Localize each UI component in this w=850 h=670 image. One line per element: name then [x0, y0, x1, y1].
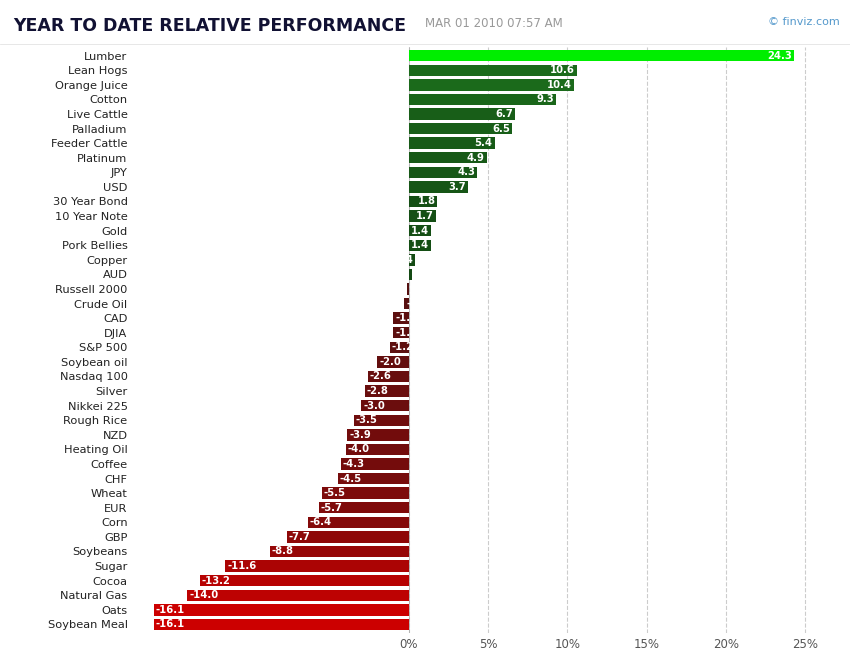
Text: -2.6: -2.6	[370, 371, 392, 381]
Bar	[287, 531, 409, 543]
Bar	[225, 560, 409, 572]
Text: -16.1: -16.1	[156, 619, 185, 629]
Text: YEAR TO DATE RELATIVE PERFORMANCE: YEAR TO DATE RELATIVE PERFORMANCE	[13, 17, 405, 35]
Text: -3.5: -3.5	[355, 415, 377, 425]
Bar	[154, 618, 409, 630]
Bar	[269, 546, 409, 557]
Text: 6.7: 6.7	[496, 109, 513, 119]
Text: -11.6: -11.6	[227, 561, 257, 571]
Bar	[308, 517, 409, 528]
Bar	[409, 109, 515, 120]
Text: 10.4: 10.4	[547, 80, 572, 90]
Text: -2.0: -2.0	[379, 357, 401, 367]
Bar	[409, 79, 574, 90]
Bar	[346, 444, 409, 455]
Bar	[409, 269, 412, 280]
Bar	[354, 415, 409, 426]
Text: -1.2: -1.2	[392, 342, 414, 352]
Bar	[361, 400, 409, 411]
Bar	[409, 50, 794, 62]
Bar	[409, 181, 468, 192]
Bar	[409, 94, 556, 105]
Bar	[390, 342, 409, 353]
Text: 3.7: 3.7	[448, 182, 466, 192]
Text: -16.1: -16.1	[156, 605, 185, 615]
Text: 4.9: 4.9	[467, 153, 484, 163]
Bar	[154, 604, 409, 616]
Bar	[347, 429, 409, 440]
Text: 0.2: 0.2	[393, 269, 411, 279]
Text: -3.0: -3.0	[363, 401, 385, 411]
Text: 5.4: 5.4	[474, 138, 493, 148]
Bar	[409, 123, 512, 134]
Text: -1.0: -1.0	[395, 328, 417, 338]
Text: 1.7: 1.7	[416, 211, 434, 221]
Text: 1.8: 1.8	[417, 196, 435, 206]
Text: -6.4: -6.4	[309, 517, 332, 527]
Bar	[187, 590, 409, 601]
Text: 1.4: 1.4	[411, 241, 429, 250]
Text: -4.3: -4.3	[343, 459, 365, 469]
Bar	[409, 196, 438, 207]
Bar	[365, 385, 409, 397]
Bar	[337, 473, 409, 484]
Text: -5.5: -5.5	[324, 488, 346, 498]
Text: © finviz.com: © finviz.com	[768, 17, 840, 27]
Text: 0.4: 0.4	[395, 255, 413, 265]
Text: 6.5: 6.5	[492, 123, 510, 133]
Bar	[409, 240, 431, 251]
Bar	[341, 458, 409, 470]
Bar	[409, 64, 577, 76]
Text: -0.3: -0.3	[406, 299, 428, 309]
Text: -1.0: -1.0	[395, 313, 417, 323]
Text: -8.8: -8.8	[271, 547, 293, 557]
Text: -7.7: -7.7	[289, 532, 310, 542]
Bar	[322, 488, 409, 499]
Bar	[407, 283, 409, 295]
Bar	[377, 356, 409, 368]
Bar	[405, 298, 409, 310]
Text: -2.8: -2.8	[366, 386, 388, 396]
Text: -4.0: -4.0	[348, 444, 370, 454]
Text: -5.7: -5.7	[320, 502, 343, 513]
Bar	[409, 152, 486, 163]
Bar	[200, 575, 409, 586]
Text: 10.6: 10.6	[550, 65, 575, 75]
Text: 1.4: 1.4	[411, 226, 429, 236]
Text: MAR 01 2010 07:57 AM: MAR 01 2010 07:57 AM	[425, 17, 563, 29]
Text: -4.5: -4.5	[340, 474, 362, 484]
Text: -13.2: -13.2	[201, 576, 230, 586]
Bar	[368, 371, 409, 382]
Text: -0.1: -0.1	[410, 284, 431, 294]
Bar	[319, 502, 409, 513]
Bar	[409, 225, 431, 237]
Bar	[393, 327, 409, 338]
Text: 9.3: 9.3	[536, 94, 554, 105]
Bar	[409, 210, 436, 222]
Text: -3.9: -3.9	[349, 430, 371, 440]
Text: -14.0: -14.0	[189, 590, 218, 600]
Bar	[409, 167, 477, 178]
Bar	[393, 312, 409, 324]
Bar	[409, 137, 495, 149]
Text: 24.3: 24.3	[768, 51, 792, 61]
Text: 4.3: 4.3	[457, 168, 475, 178]
Bar	[409, 254, 416, 265]
